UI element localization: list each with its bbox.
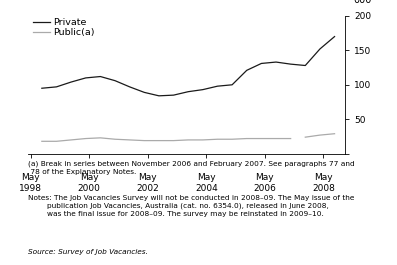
Text: May
2008: May 2008: [312, 173, 335, 193]
Public(a): [215, 138, 220, 141]
Private: [186, 90, 191, 93]
Public(a): [288, 137, 293, 140]
Public(a): [39, 140, 44, 143]
Public(a): [200, 138, 205, 142]
Private: [215, 85, 220, 88]
Private: [39, 87, 44, 90]
Private: [274, 60, 278, 64]
Private: [230, 83, 235, 86]
Public(a): [127, 138, 132, 142]
Private: [156, 94, 161, 98]
Text: May
2004: May 2004: [195, 173, 218, 193]
Private: [54, 85, 59, 89]
Public(a): [98, 136, 103, 139]
Private: [98, 75, 103, 78]
Text: Notes: The Job Vacancies Survey will not be conducted in 2008–09. The May issue : Notes: The Job Vacancies Survey will not…: [28, 195, 354, 217]
Public(a): [259, 137, 264, 140]
Public(a): [83, 137, 88, 140]
Public(a): [69, 138, 73, 142]
Private: [332, 35, 337, 38]
Text: May
2000: May 2000: [78, 173, 101, 193]
Text: May
1998: May 1998: [19, 173, 42, 193]
Private: [127, 85, 132, 89]
Public(a): [142, 139, 146, 142]
Public(a): [186, 138, 191, 142]
Text: May
2002: May 2002: [137, 173, 159, 193]
Private: [303, 64, 308, 67]
Private: [83, 76, 88, 80]
Private: [113, 79, 118, 82]
Legend: Private, Public(a): Private, Public(a): [33, 18, 95, 37]
Private: [288, 63, 293, 66]
Text: Source: Survey of Job Vacancies.: Source: Survey of Job Vacancies.: [28, 249, 148, 255]
Public(a): [245, 137, 249, 140]
Private: [200, 88, 205, 91]
Private: [245, 69, 249, 72]
Text: (a) Break in series between November 2006 and February 2007. See paragraphs 77 a: (a) Break in series between November 200…: [28, 160, 355, 175]
Public(a): [230, 138, 235, 141]
Public(a): [171, 139, 176, 142]
Text: May
2006: May 2006: [253, 173, 276, 193]
Text: 000: 000: [354, 0, 372, 5]
Private: [171, 94, 176, 97]
Line: Private: Private: [42, 37, 335, 96]
Public(a): [113, 138, 118, 141]
Private: [142, 91, 146, 94]
Private: [69, 81, 73, 84]
Public(a): [274, 137, 278, 140]
Private: [259, 62, 264, 65]
Public(a): [54, 140, 59, 143]
Public(a): [156, 139, 161, 142]
Line: Public(a): Public(a): [42, 138, 291, 141]
Private: [318, 47, 322, 51]
